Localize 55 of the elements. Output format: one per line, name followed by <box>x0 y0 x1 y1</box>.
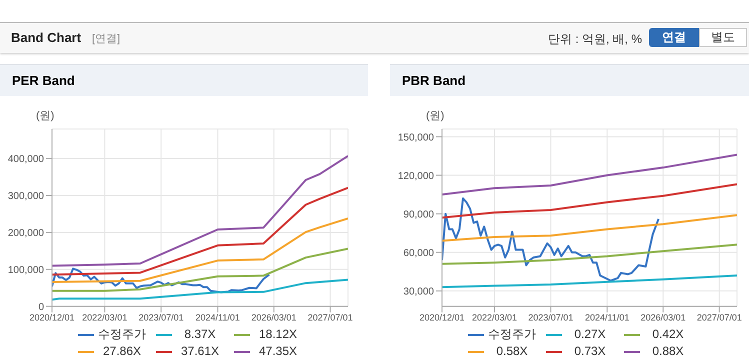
text: [연결] <box>92 32 120 46</box>
line-series <box>52 186 348 276</box>
y-axis-title: (원) <box>426 109 444 123</box>
legend-label: 수정주가 <box>488 326 536 342</box>
x-tick-label: 2023/07/01 <box>138 312 184 323</box>
text: 연결 <box>649 28 699 47</box>
line-series <box>442 214 737 242</box>
text: 별도 <box>699 28 747 47</box>
y-tick-label: 120,000 <box>398 170 434 182</box>
y-axis-title: (원) <box>36 109 54 123</box>
x-tick-label: 2020/12/01 <box>29 312 75 323</box>
chart-title: PER Band <box>0 64 368 96</box>
legend-label: 18.12X <box>258 326 298 342</box>
y-tick-label: 100,000 <box>8 264 44 276</box>
x-tick-label: 2027/07/01 <box>696 312 742 323</box>
legend-label: 수정주가 <box>98 326 146 342</box>
legend-label: 0.58X <box>495 343 529 360</box>
legend-label: 37.61X <box>180 343 220 360</box>
line-series <box>442 183 737 219</box>
legend-label: 0.42X <box>651 326 685 342</box>
x-tick-label: 2020/12/01 <box>419 312 465 323</box>
line-series <box>52 248 348 292</box>
line-series <box>442 274 737 288</box>
legend-label: 0.88X <box>651 343 685 360</box>
y-tick-label: 200,000 <box>8 228 44 239</box>
y-tick-label: 0 <box>38 302 44 313</box>
x-tick-label: 2026/03/01 <box>640 312 686 323</box>
legend-label: 8.37X <box>183 326 217 342</box>
line-series <box>52 278 348 301</box>
legend-label: 27.86X <box>102 343 142 360</box>
y-tick-label: 400,000 <box>8 154 44 166</box>
x-tick-label: 2024/11/01 <box>584 312 630 323</box>
x-tick-label: 2026/03/01 <box>251 312 296 323</box>
line-series <box>442 244 737 265</box>
y-tick-label: 30,000 <box>403 286 434 298</box>
text: 단위 : 억원, 배, % <box>548 31 642 48</box>
line-series <box>442 154 737 196</box>
y-tick-label: 90,000 <box>403 209 434 220</box>
line-series <box>442 197 660 282</box>
chart-title: PBR Band <box>390 64 749 96</box>
legend-label: 0.73X <box>573 343 607 360</box>
y-tick-label: 150,000 <box>398 132 434 144</box>
legend-label: 47.35X <box>258 343 298 360</box>
text: Band Chart <box>11 30 82 45</box>
x-tick-label: 2022/03/01 <box>82 312 128 323</box>
x-tick-label: 2024/11/01 <box>196 312 240 323</box>
line-series <box>52 154 348 267</box>
line-series <box>52 268 270 294</box>
legend-label: 0.27X <box>573 326 607 342</box>
x-tick-label: 2027/07/01 <box>308 312 353 323</box>
y-tick-label: 300,000 <box>8 191 44 202</box>
x-tick-label: 2023/07/01 <box>528 312 574 323</box>
x-tick-label: 2022/03/01 <box>472 312 518 323</box>
line-series <box>52 217 348 283</box>
y-tick-label: 60,000 <box>403 248 434 259</box>
